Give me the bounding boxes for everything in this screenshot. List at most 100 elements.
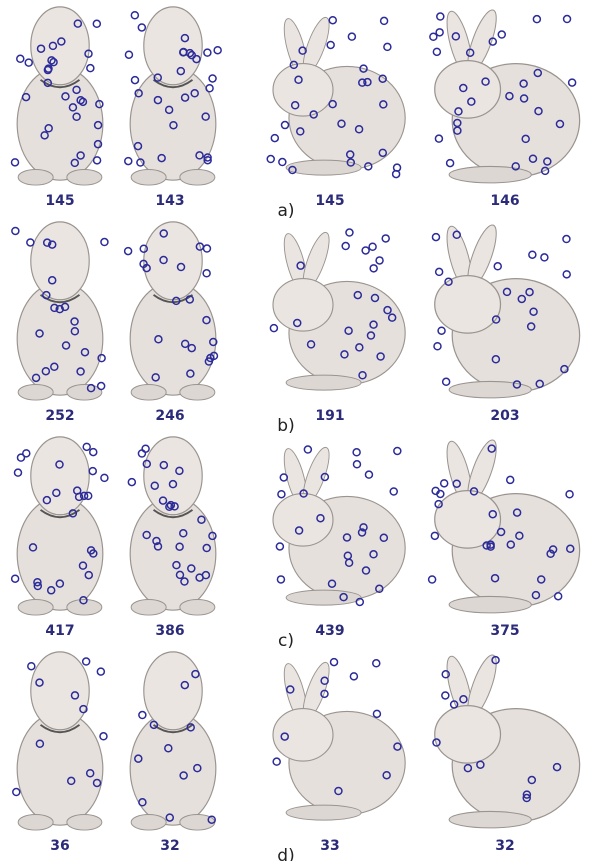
keypoint [329,17,336,24]
keypoint [348,33,355,40]
keypoint [394,447,401,454]
figure: 145143145146a)252246191203b)417386439375… [0,0,590,861]
keypoint [437,13,444,20]
keypoint [441,480,448,487]
keypoint [271,135,278,142]
keypoint [128,479,135,486]
keypoint [98,383,105,390]
keypoint-count: 417 [45,623,74,639]
keypoint [369,243,376,250]
row-label: d) [277,846,294,861]
bunny-render [17,652,103,830]
bunny-render [130,652,216,830]
keypoint [206,85,213,92]
keypoint [436,268,443,275]
keypoint [214,47,221,54]
keypoint [507,476,514,483]
keypoint [83,658,90,665]
row-label: b) [277,416,294,436]
keypoint [12,575,19,582]
keypoint [390,488,397,495]
keypoint [384,43,391,50]
keypoint [131,77,138,84]
keypoint [429,576,436,583]
keypoint [280,474,287,481]
keypoint [125,51,132,58]
keypoint [442,692,449,699]
keypoint [563,271,570,278]
keypoint [566,491,573,498]
keypoint [370,265,377,272]
keypoint [382,235,389,242]
keypoint [270,325,277,332]
keypoint [142,445,149,452]
keypoint-count: 146 [490,193,519,209]
keypoint [434,343,441,350]
keypoint [100,733,107,740]
keypoint [93,20,100,27]
keypoint [138,24,145,31]
keypoint [373,660,380,667]
keypoint [430,33,437,40]
keypoint [350,673,357,680]
keypoint [373,710,380,717]
keypoint-count: 145 [315,193,344,209]
keypoint [101,474,108,481]
keypoint [433,48,440,55]
keypoint [278,491,285,498]
bunny-render [435,437,580,613]
keypoint-count: 143 [155,193,184,209]
row-label: a) [277,201,294,221]
bunny-render [17,437,103,615]
keypoint [327,41,334,48]
keypoint [533,16,540,23]
keypoint [138,450,145,457]
keypoint-count: 252 [45,408,74,424]
bunny-render [435,222,580,398]
keypoint [277,576,284,583]
keypoint-count: 33 [320,838,339,854]
keypoint [87,65,94,72]
keypoint [304,446,311,453]
keypoint [529,251,536,258]
row-label: c) [278,631,294,651]
keypoint [555,593,562,600]
keypoint [438,327,445,334]
keypoint [139,712,146,719]
keypoint [494,263,501,270]
keypoint [203,270,210,277]
keypoint [17,55,24,62]
keypoint [498,31,505,38]
keypoint [28,663,35,670]
keypoint-count: 191 [315,408,344,424]
keypoint [12,227,19,234]
keypoint [90,449,97,456]
keypoint-count: 203 [490,408,519,424]
keypoint [101,239,108,246]
keypoint [23,450,30,457]
keypoint-count: 145 [45,193,74,209]
bunny-render [435,652,580,828]
bunny-render [17,222,103,400]
keypoint [267,156,274,163]
keypoint [435,135,442,142]
keypoint-count: 32 [160,838,179,854]
keypoint [443,378,450,385]
keypoint [281,122,288,129]
keypoint-count: 439 [315,623,344,639]
keypoint [436,29,443,36]
keypoint [83,443,90,450]
keypoint [131,12,138,19]
keypoint [279,159,286,166]
keypoint [353,449,360,456]
keypoint [27,239,34,246]
keypoint [342,243,349,250]
keypoint [204,49,211,56]
bunny-render [273,230,405,390]
keypoint [362,247,369,254]
keypoint [563,236,570,243]
keypoint [564,16,571,23]
keypoint [209,75,216,82]
keypoint [381,17,388,24]
keypoint-count: 36 [50,838,69,854]
